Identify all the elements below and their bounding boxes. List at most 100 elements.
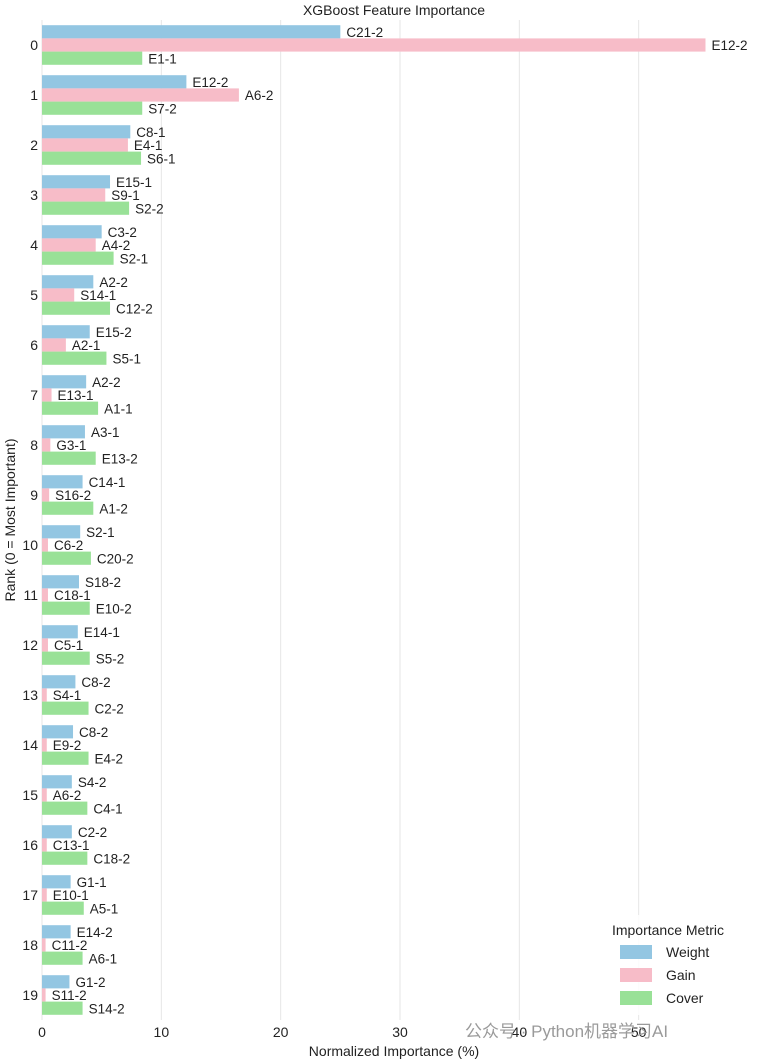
bar-label-weight: E15-2 (96, 325, 132, 340)
bar-label-cover: S2-2 (135, 201, 164, 216)
bar-label-cover: C12-2 (116, 301, 153, 316)
bar-cover (42, 451, 96, 465)
bar-label-gain: A6-2 (245, 88, 274, 103)
x-tick-label: 50 (631, 1024, 647, 1040)
bar-cover (42, 701, 89, 715)
bar-label-weight: E15-1 (116, 175, 152, 190)
bar-cover (42, 401, 99, 415)
bar-label-weight: S2-1 (86, 525, 115, 540)
bar-label-cover: E4-2 (95, 751, 124, 766)
bar-gain (42, 638, 48, 652)
bar-cover (42, 551, 91, 565)
bar-label-gain: E9-2 (53, 738, 82, 753)
bar-label-weight: A2-2 (99, 275, 128, 290)
bar-label-gain: S16-2 (55, 488, 91, 503)
bar-weight (42, 625, 78, 639)
bar-label-weight: C21-2 (346, 25, 383, 40)
bar-label-cover: C4-1 (93, 801, 122, 816)
x-tick-label: 20 (273, 1024, 289, 1040)
bar-label-gain: C11-2 (52, 938, 88, 953)
bar-label-cover: S5-1 (112, 351, 141, 366)
bar-label-weight: C14-1 (89, 475, 126, 490)
bar-weight (42, 875, 71, 889)
y-axis-label: Rank (0 = Most Important) (2, 438, 18, 601)
x-axis-label: Normalized Importance (%) (309, 1043, 479, 1059)
y-tick-label: 2 (30, 137, 38, 153)
y-tick-label: 10 (22, 537, 38, 553)
bar-gain (42, 738, 47, 752)
bar-label-weight: C8-2 (79, 725, 108, 740)
legend-title: Importance Metric (612, 922, 724, 938)
bar-label-weight: E14-1 (84, 625, 120, 640)
bar-label-cover: S14-2 (89, 1001, 125, 1016)
bar-gain (42, 588, 48, 602)
bar-label-weight: E12-2 (192, 75, 228, 90)
bar-weight (42, 525, 81, 539)
bar-gain (42, 888, 47, 902)
bar-label-gain: S9-1 (111, 188, 140, 203)
bar-label-gain: C6-2 (54, 538, 83, 553)
bar-gain (42, 138, 128, 152)
bar-cover (42, 301, 111, 315)
bar-weight (42, 675, 76, 689)
bars-group (42, 25, 706, 1015)
bar-gain (42, 288, 75, 302)
bar-gain (42, 188, 106, 202)
bar-cover (42, 951, 83, 965)
x-tick-label: 30 (392, 1024, 408, 1040)
bar-label-gain: E12-2 (711, 38, 747, 53)
bar-label-gain: C5-1 (54, 638, 83, 653)
bar-cover (42, 601, 90, 615)
bar-weight (42, 725, 74, 739)
legend: Importance Metric Weight Gain Cover (595, 915, 747, 1015)
bar-weight (42, 475, 83, 489)
bar-label-weight: S4-2 (78, 775, 107, 790)
bar-label-weight: A3-1 (91, 425, 120, 440)
bar-weight (42, 975, 70, 989)
bar-cover (42, 201, 130, 215)
bar-gain (42, 838, 47, 852)
bar-label-gain: S14-1 (80, 288, 116, 303)
legend-swatch-cover (620, 991, 652, 1005)
bar-gain (42, 388, 52, 402)
bar-cover (42, 651, 90, 665)
bar-cover (42, 101, 143, 115)
bar-gain (42, 938, 46, 952)
bar-cover (42, 1001, 83, 1015)
y-tick-label: 19 (22, 987, 38, 1003)
bar-weight (42, 325, 90, 339)
bar-weight (42, 425, 85, 439)
y-tick-label: 15 (22, 787, 38, 803)
bar-cover (42, 251, 114, 265)
bar-weight (42, 825, 72, 839)
bar-cover (42, 351, 107, 365)
legend-label-weight: Weight (666, 944, 709, 960)
bar-cover (42, 501, 94, 515)
bar-gain (42, 38, 706, 52)
bar-weight (42, 775, 72, 789)
y-tick-label: 9 (30, 487, 38, 503)
bar-weight (42, 275, 94, 289)
y-tick-label: 18 (22, 937, 38, 953)
y-tick-label: 8 (30, 437, 38, 453)
bar-label-gain: C13-1 (53, 838, 90, 853)
bar-label-gain: A4-2 (102, 238, 131, 253)
bar-label-cover: C18-2 (93, 851, 130, 866)
bar-label-cover: A1-2 (99, 501, 128, 516)
bar-gain (42, 438, 51, 452)
y-tick-label: 3 (30, 187, 38, 203)
y-tick-label: 6 (30, 337, 38, 353)
bar-label-weight: G1-2 (75, 975, 105, 990)
bar-weight (42, 925, 71, 939)
y-tick-label: 16 (22, 837, 38, 853)
bar-label-weight: G1-1 (77, 875, 107, 890)
bar-weight (42, 375, 87, 389)
bar-label-gain: A2-1 (72, 338, 101, 353)
x-tick-label: 0 (38, 1024, 46, 1040)
bar-label-gain: G3-1 (56, 438, 86, 453)
bar-label-cover: S5-2 (96, 651, 125, 666)
bar-label-gain: A6-2 (53, 788, 82, 803)
bar-label-weight: C8-2 (81, 675, 110, 690)
bar-label-weight: C8-1 (136, 125, 165, 140)
